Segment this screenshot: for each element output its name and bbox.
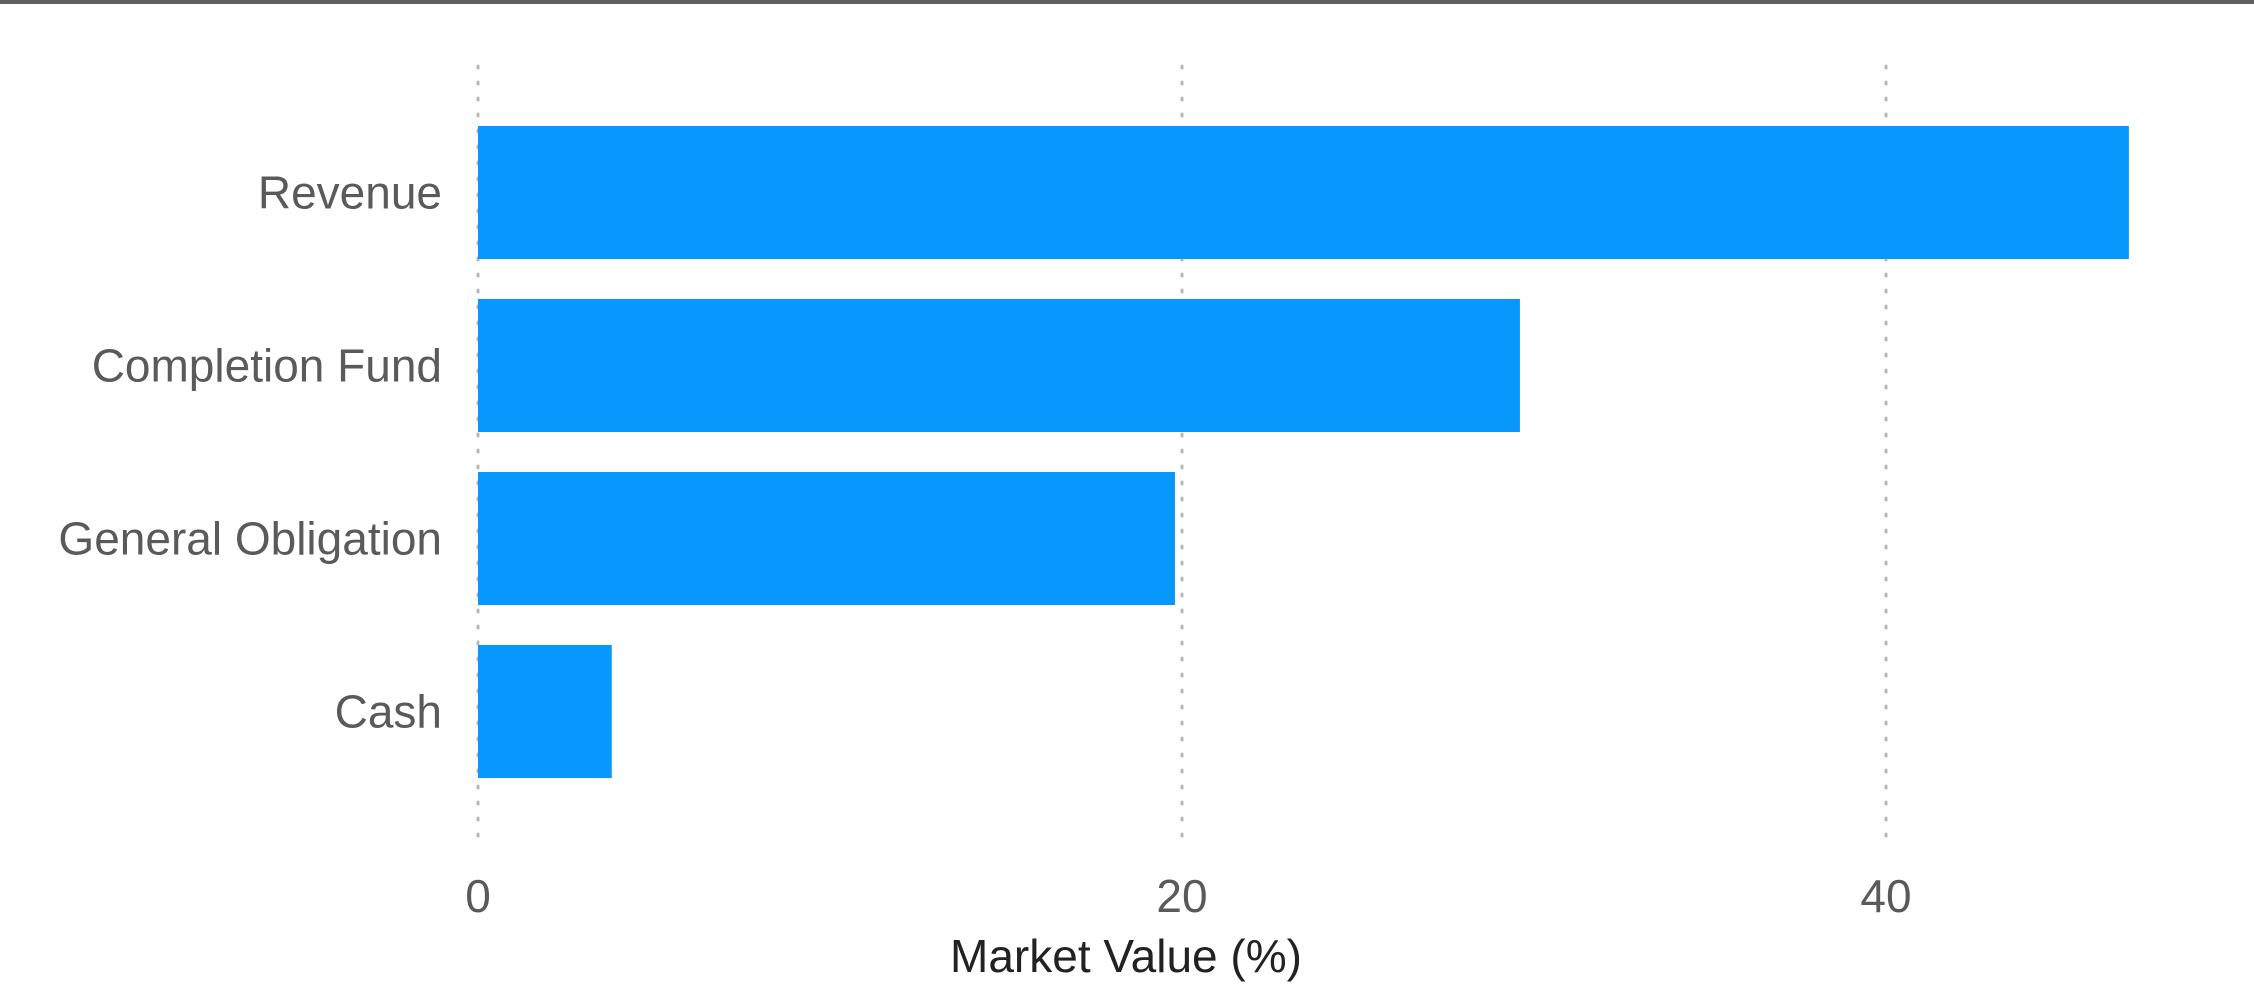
category-labels: Revenue Completion Fund General Obligation… (58, 167, 442, 738)
x-tick-labels: 0 20 40 (465, 870, 1911, 922)
category-label-general-obligation: General Obligation (58, 513, 442, 565)
category-label-cash: Cash (335, 686, 442, 738)
bar-cash (478, 645, 612, 778)
category-label-completion-fund: Completion Fund (92, 340, 442, 392)
bar-revenue (478, 126, 2129, 259)
bars (478, 126, 2129, 778)
bar-general-obligation (478, 472, 1175, 605)
x-tick-label-40: 40 (1860, 870, 1911, 922)
x-axis-title: Market Value (%) (950, 930, 1302, 982)
category-label-revenue: Revenue (258, 167, 442, 219)
top-rule (0, 0, 2254, 4)
x-tick-label-20: 20 (1156, 870, 1207, 922)
bar-completion-fund (478, 299, 1520, 432)
x-tick-label-0: 0 (465, 870, 491, 922)
